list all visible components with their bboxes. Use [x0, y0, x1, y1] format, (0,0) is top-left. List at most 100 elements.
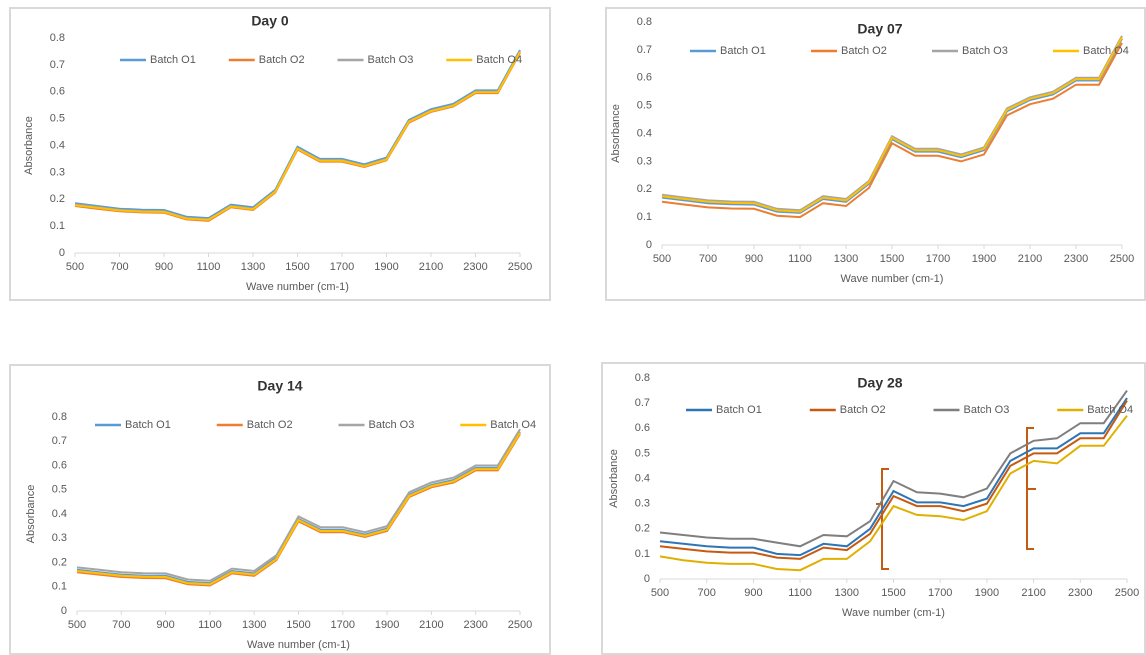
y-tick-label: 0.5: [52, 484, 67, 496]
y-tick-label: 0: [644, 573, 650, 585]
y-tick-label: 0.7: [637, 44, 652, 56]
x-tick-label: 1100: [788, 253, 812, 265]
legend-label: Batch O1: [150, 54, 196, 66]
chart-title: Day 28: [857, 375, 902, 391]
series-line: [74, 52, 521, 222]
y-tick-label: 0.6: [635, 422, 650, 434]
x-tick-label: 1900: [975, 587, 999, 599]
y-tick-label: 0.1: [635, 548, 650, 560]
y-tick-label: 0.4: [637, 127, 652, 139]
series-line: [661, 38, 1123, 214]
x-tick-label: 700: [699, 253, 717, 265]
x-tick-label: 2500: [1110, 253, 1134, 265]
chart-title: Day 0: [251, 13, 289, 29]
series-line: [661, 42, 1123, 219]
y-axis-label: Absorbance: [23, 116, 35, 175]
x-tick-label: 500: [651, 587, 669, 599]
y-tick-label: 0.6: [52, 459, 67, 471]
y-tick-label: 0: [61, 605, 67, 617]
y-tick-label: 0.3: [635, 498, 650, 510]
x-tick-label: 2500: [1115, 587, 1139, 599]
series-line: [661, 35, 1123, 212]
y-tick-label: 0.7: [635, 397, 650, 409]
chart-title: Day 14: [257, 378, 302, 394]
x-tick-label: 2100: [419, 261, 443, 273]
series-line: [76, 431, 521, 585]
bracket: [1026, 427, 1036, 550]
x-tick-label: 700: [112, 619, 130, 631]
series-line: [74, 51, 521, 221]
legend-label: Batch O4: [1087, 404, 1133, 416]
x-tick-label: 2500: [508, 619, 532, 631]
x-tick-label: 700: [698, 587, 716, 599]
x-tick-label: 1100: [197, 261, 221, 273]
x-tick-label: 2100: [1021, 587, 1045, 599]
x-tick-label: 1500: [286, 619, 310, 631]
y-tick-label: 0.2: [50, 193, 65, 205]
y-tick-label: 0.5: [637, 100, 652, 112]
x-tick-label: 1500: [881, 587, 905, 599]
y-tick-label: 0.7: [50, 59, 65, 71]
x-tick-label: 1300: [242, 619, 266, 631]
x-tick-label: 900: [156, 619, 174, 631]
series-line: [76, 432, 521, 586]
y-axis-label: Absorbance: [610, 104, 622, 163]
panel-border: [9, 364, 551, 655]
legend-label: Batch O2: [841, 45, 887, 57]
series-line: [74, 49, 521, 220]
x-tick-label: 1500: [880, 253, 904, 265]
y-tick-label: 0.8: [50, 32, 65, 44]
x-tick-label: 2100: [419, 619, 443, 631]
series-line: [76, 433, 521, 587]
x-tick-label: 900: [744, 587, 762, 599]
bracket: [876, 468, 889, 570]
legend-label: Batch O2: [840, 404, 886, 416]
x-tick-label: 1700: [928, 587, 952, 599]
y-tick-label: 0.5: [50, 113, 65, 125]
x-tick-label: 1100: [198, 619, 222, 631]
legend-label: Batch O3: [368, 54, 414, 66]
x-tick-label: 900: [745, 253, 763, 265]
series-line: [659, 397, 1128, 557]
legend-label: Batch O4: [476, 54, 522, 66]
x-tick-label: 2300: [1064, 253, 1088, 265]
y-tick-label: 0.2: [637, 183, 652, 195]
y-tick-label: 0.4: [52, 508, 67, 520]
legend-label: Batch O4: [490, 419, 536, 431]
y-axis-label: Absorbance: [25, 485, 37, 544]
series-line: [74, 50, 521, 221]
legend-label: Batch O3: [964, 404, 1010, 416]
x-tick-label: 1900: [375, 619, 399, 631]
legend-label: Batch O1: [720, 45, 766, 57]
y-tick-label: 0.6: [637, 72, 652, 84]
y-tick-label: 0.1: [637, 211, 652, 223]
x-tick-label: 1500: [285, 261, 309, 273]
x-axis-label: Wave number (cm-1): [842, 607, 945, 619]
x-tick-label: 1900: [374, 261, 398, 273]
y-tick-label: 0.8: [637, 16, 652, 28]
series-line: [659, 400, 1128, 560]
y-tick-label: 0.2: [635, 523, 650, 535]
y-tick-label: 0: [646, 239, 652, 251]
x-tick-label: 500: [68, 619, 86, 631]
y-tick-label: 0.8: [52, 411, 67, 423]
x-tick-label: 500: [653, 253, 671, 265]
legend-label: Batch O2: [259, 54, 305, 66]
series-line: [659, 390, 1128, 548]
x-tick-label: 1700: [331, 619, 355, 631]
panel-border: [605, 7, 1146, 301]
x-tick-label: 2300: [463, 619, 487, 631]
y-tick-label: 0.4: [635, 472, 650, 484]
x-axis-label: Wave number (cm-1): [841, 273, 944, 285]
x-tick-label: 1700: [330, 261, 354, 273]
series-line: [76, 428, 521, 582]
x-tick-label: 1100: [788, 587, 812, 599]
x-tick-label: 2300: [1068, 587, 1092, 599]
x-tick-label: 1300: [835, 587, 859, 599]
y-tick-label: 0.3: [637, 155, 652, 167]
chart-title: Day 07: [857, 21, 902, 37]
x-tick-label: 1300: [834, 253, 858, 265]
y-tick-label: 0.2: [52, 556, 67, 568]
y-tick-label: 0.1: [50, 220, 65, 232]
